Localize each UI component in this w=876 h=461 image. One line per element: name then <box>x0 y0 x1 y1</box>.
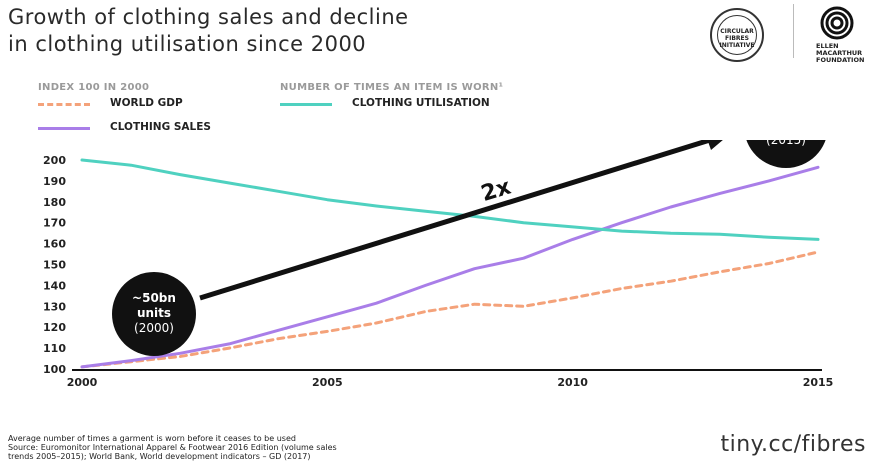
y-tick-label: 140 <box>43 279 66 292</box>
growth-arrow: 2x <box>199 140 723 301</box>
ellen-macarthur-logo-text: ELLEN MACARTHUR FOUNDATION <box>816 42 865 64</box>
source-url[interactable]: tiny.cc/fibres <box>720 432 866 457</box>
logo-divider <box>793 4 794 58</box>
growth-arrow-head <box>707 140 723 150</box>
series-group <box>80 158 820 369</box>
y-tick-label: 120 <box>43 321 66 334</box>
y-tick-label: 200 <box>43 154 66 167</box>
footnote-line-3: trends 2005–2015); World Bank, World dev… <box>8 452 311 461</box>
callout-start-line-3: (2000) <box>134 321 174 335</box>
ellen-macarthur-logo: ELLEN MACARTHUR FOUNDATION <box>808 6 866 64</box>
legend-gdp-swatch <box>38 103 90 106</box>
x-tick-label: 2005 <box>312 376 343 389</box>
series-line-world-gdp <box>80 250 820 369</box>
x-axis-ticks: 2000 2005 2010 2015 <box>67 376 834 389</box>
circular-fibres-logo-mark: CIRCULAR FIBRES INITIATIVE <box>717 15 757 55</box>
legend-sales-label: CLOTHING SALES <box>110 121 211 133</box>
legend-sales-swatch <box>38 127 90 130</box>
y-tick-label: 110 <box>43 342 66 355</box>
y-axis-ticks: 100 110 120 130 140 150 160 170 180 190 200 <box>43 154 66 376</box>
series-line-clothing-sales <box>80 165 820 369</box>
callout-start-bubble <box>112 272 196 356</box>
x-tick-label: 2015 <box>803 376 834 389</box>
callout-end-bubble <box>746 140 826 168</box>
footnote-line-1: Average number of times a garment is wor… <box>8 434 296 443</box>
growth-arrow-shaft <box>199 140 711 301</box>
x-tick-label: 2000 <box>67 376 98 389</box>
y-tick-label: 150 <box>43 259 66 272</box>
title-line-2: in clothing utilisation since 2000 <box>8 32 367 56</box>
y-tick-label: 190 <box>43 175 66 188</box>
chart-title: Growth of clothing sales and decline in … <box>8 4 409 58</box>
legend-utilisation-swatch <box>280 103 332 106</box>
y-tick-label: 130 <box>43 300 66 313</box>
footnote-line-2: Source: Euromonitor International Appare… <box>8 443 337 452</box>
footnote: Average number of times a garment is wor… <box>8 434 448 461</box>
legend-utilisation-label: CLOTHING UTILISATION <box>352 97 490 109</box>
callout-start-line-2: units <box>137 306 171 320</box>
y-tick-label: 180 <box>43 196 66 209</box>
y-tick-label: 170 <box>43 217 66 230</box>
series-line-clothing-utilisation <box>80 158 820 241</box>
circular-fibres-logo: CIRCULAR FIBRES INITIATIVE <box>710 8 764 62</box>
x-tick-label: 2010 <box>557 376 588 389</box>
y-tick-label: 100 <box>43 363 66 376</box>
legend-gdp-label: WORLD GDP <box>110 97 183 109</box>
title-line-1: Growth of clothing sales and decline <box>8 5 409 29</box>
callout-end-line-3: (2015) <box>766 140 806 147</box>
y-tick-label: 160 <box>43 238 66 251</box>
ellen-macarthur-logo-mark <box>820 6 854 40</box>
legend-left-header: INDEX 100 IN 2000 <box>38 82 150 93</box>
callout-start-line-1: ~50bn <box>132 291 176 305</box>
legend-right-header: NUMBER OF TIMES AN ITEM IS WORN¹ <box>280 82 504 93</box>
